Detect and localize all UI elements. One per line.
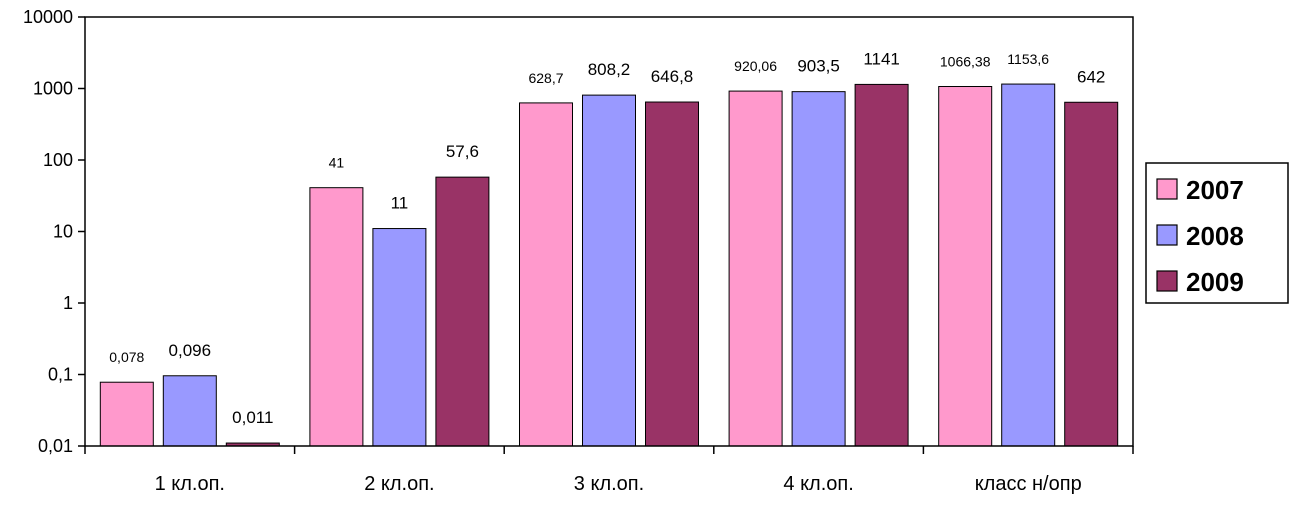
data-label: 920,06: [734, 58, 777, 74]
data-label: 628,7: [528, 70, 563, 86]
bar-2007: [728, 90, 783, 447]
category-label: 4 кл.оп.: [783, 473, 853, 495]
data-label: 0,096: [169, 341, 212, 360]
bar-2007: [99, 381, 154, 447]
y-tick-label: 100: [43, 150, 73, 170]
bar-2007: [938, 86, 993, 447]
legend-swatch-2008: [1156, 224, 1178, 246]
legend-label: 2009: [1186, 267, 1244, 297]
legend: 2007 2008 2009: [1145, 162, 1289, 304]
category-label: 2 кл.оп.: [364, 473, 434, 495]
data-label: 0,078: [109, 349, 144, 365]
legend-swatch-2007: [1156, 178, 1178, 200]
legend-label: 2008: [1186, 221, 1244, 251]
category-labels: 1 кл.оп. 2 кл.оп. 3 кл.оп. 4 кл.оп. класс н/…: [155, 473, 1082, 495]
bar-2009: [1064, 101, 1119, 447]
bar-2009: [854, 83, 909, 447]
data-label: 903,5: [797, 57, 840, 76]
data-label: 1066,38: [940, 54, 991, 70]
legend-swatch-2009: [1156, 270, 1178, 292]
y-tick-label: 0,01: [38, 436, 73, 456]
x-axis-ticks: [84, 446, 1134, 454]
bar-2008: [162, 375, 217, 447]
bar-2008: [582, 94, 636, 447]
y-axis-ticks: 0,01 0,1 1 10 100 1000 10000: [23, 7, 85, 456]
data-label: 646,8: [651, 67, 694, 86]
data-label: 0,011: [232, 408, 273, 427]
plot-area-frame: [84, 16, 1134, 447]
data-label: 808,2: [588, 60, 631, 79]
bar-2007: [309, 187, 364, 447]
category-label: класс н/опр: [975, 473, 1082, 495]
data-labels-group: 0,078 0,096 0,011 41 11 57,6 628,7 808,2 646,8 92…: [109, 49, 1105, 427]
data-label: 1153,6: [1007, 51, 1049, 67]
legend-label: 2007: [1186, 175, 1244, 205]
bar-2008: [1001, 83, 1056, 447]
y-tick-label: 1000: [33, 79, 73, 99]
category-label: 3 кл.оп.: [574, 473, 644, 495]
bar-2009: [645, 101, 699, 447]
bar-2008: [791, 91, 846, 447]
data-label: 642: [1077, 67, 1105, 86]
y-tick-label: 1: [63, 293, 73, 313]
data-label: 57,6: [446, 142, 479, 161]
bars-group: [99, 83, 1119, 447]
y-tick-label: 10000: [23, 7, 73, 27]
y-tick-label: 0,1: [48, 365, 73, 385]
bar-2008: [372, 228, 427, 447]
data-label: 41: [329, 155, 345, 171]
data-label: 11: [391, 194, 409, 213]
bar-2009: [435, 176, 490, 447]
y-tick-label: 10: [53, 222, 73, 242]
category-label: 1 кл.оп.: [155, 473, 225, 495]
data-label: 1141: [863, 49, 900, 68]
bar-2007: [519, 102, 573, 447]
